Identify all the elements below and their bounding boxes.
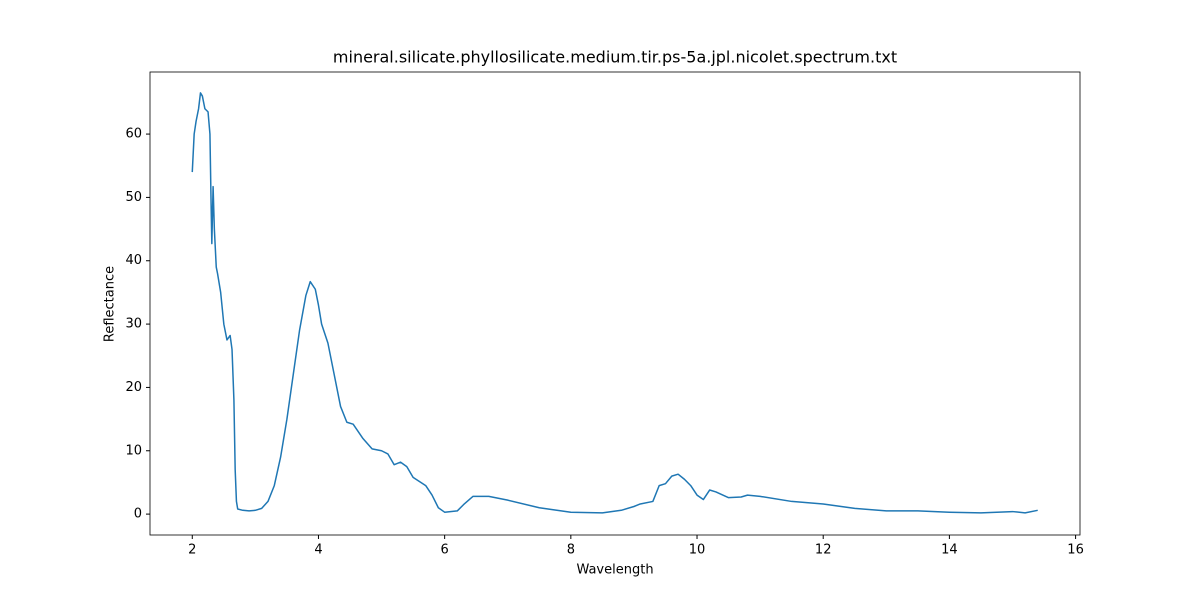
y-axis-label: Reflectance [103, 266, 118, 342]
x-tick-label: 16 [1067, 543, 1084, 558]
chart-title: mineral.silicate.phyllosilicate.medium.t… [333, 48, 897, 67]
y-tick-label: 40 [125, 253, 142, 268]
data-line [191, 92, 1038, 514]
y-tick-label: 10 [125, 443, 142, 458]
x-tick-label: 2 [188, 543, 196, 558]
x-tick-label: 14 [941, 543, 958, 558]
x-tick-label: 12 [815, 543, 832, 558]
y-tick-label: 50 [125, 190, 142, 205]
x-tick-label: 6 [441, 543, 449, 558]
y-tick-label: 30 [125, 317, 142, 332]
x-tick-label: 4 [314, 543, 322, 558]
x-tick-label: 10 [689, 543, 706, 558]
x-tick-label: 8 [567, 543, 575, 558]
plot-frame [149, 71, 1081, 536]
x-axis-label: Wavelength [576, 563, 653, 578]
y-tick-label: 0 [134, 507, 142, 522]
y-tick-label: 20 [125, 380, 142, 395]
y-tick-label: 60 [125, 127, 142, 142]
